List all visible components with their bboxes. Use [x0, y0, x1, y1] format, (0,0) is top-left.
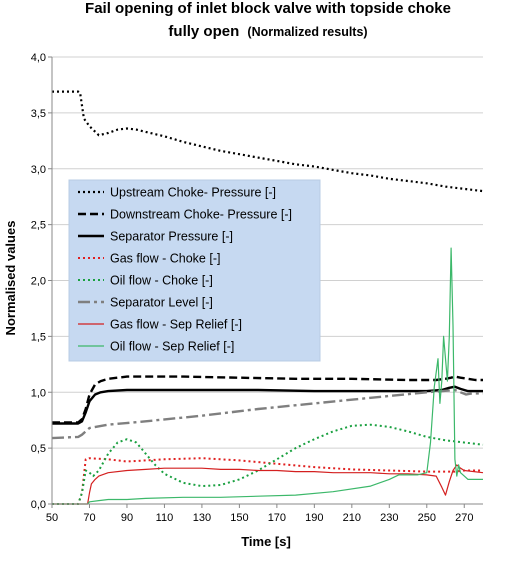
series-layer [51, 90, 484, 505]
series-line-6 [51, 388, 483, 440]
series-line-5 [52, 423, 484, 505]
legend-label: Oil flow - Sep Relief [-] [110, 340, 234, 354]
y-tick-label: 0,0 [31, 499, 46, 511]
legend-label: Oil flow - Choke [-] [110, 274, 213, 288]
series-line-8 [52, 247, 483, 505]
x-tick-label: 210 [343, 512, 361, 524]
x-tick-label: 150 [230, 512, 248, 524]
series-line-3 [52, 385, 483, 425]
series-line-7 [52, 464, 484, 505]
x-tick-label: 170 [268, 512, 286, 524]
legend-label: Upstream Choke- Pressure [-] [110, 186, 276, 200]
legend-box [68, 179, 321, 362]
legend-label: Gas flow - Sep Relief [-] [110, 318, 242, 332]
legend-label: Separator Level [-] [110, 296, 213, 310]
x-tick-label: 90 [121, 512, 133, 524]
axes [48, 56, 483, 508]
x-tick-label: 230 [380, 512, 398, 524]
legend-label: Downstream Choke- Pressure [-] [110, 208, 292, 222]
chart-title-line2-main: fully open [168, 23, 239, 40]
y-axis-title: Normalised values [3, 221, 18, 336]
x-tick-label: 250 [418, 512, 436, 524]
x-tick-label: 50 [46, 512, 58, 524]
x-tick-label: 130 [193, 512, 211, 524]
y-tick-label: 4,0 [31, 52, 46, 64]
x-tick-label: 110 [156, 512, 174, 524]
y-tick-label: 1,5 [31, 331, 46, 343]
y-tick-label: 2,5 [31, 220, 46, 232]
x-tick-label: 270 [455, 512, 473, 524]
chart-title-line2-sub: (Normalized results) [247, 25, 367, 39]
chart-title-line2: fully open (Normalized results) [168, 23, 367, 40]
x-axis-title: Time [s] [241, 534, 291, 549]
y-tick-label: 2,0 [31, 276, 46, 288]
tick-labels: 0,0 0,5 1,0 1,5 2,0 2,5 3,0 3,5 4,0 50 70 90 110 130 1… [31, 52, 474, 524]
series-line-2 [52, 375, 483, 424]
x-tick-label: 190 [305, 512, 323, 524]
x-tick-label: 70 [83, 512, 95, 524]
legend: Upstream Choke- Pressure [-] Downstream C… [68, 179, 321, 362]
y-tick-label: 3,0 [31, 164, 46, 176]
chart-title-line1: Fail opening of inlet block valve with t… [85, 0, 451, 17]
legend-label: Gas flow - Choke [-] [110, 252, 220, 266]
legend-label: Separator Pressure [-] [110, 230, 233, 244]
y-tick-label: 3,5 [31, 108, 46, 120]
y-tick-label: 1,0 [31, 387, 46, 399]
y-tick-label: 0,5 [31, 443, 46, 455]
